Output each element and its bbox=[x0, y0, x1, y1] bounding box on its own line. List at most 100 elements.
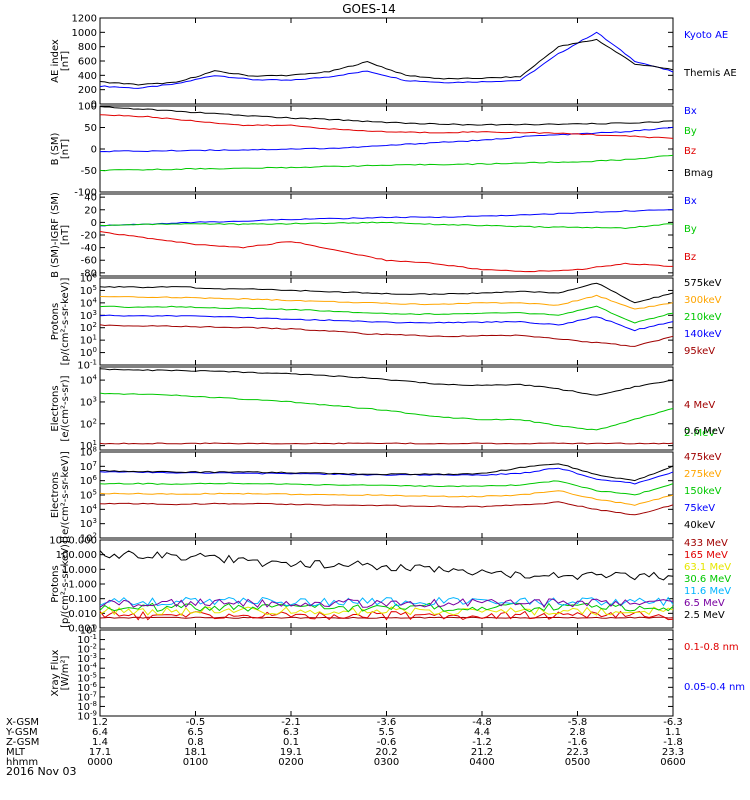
y-tick-label: 10-1 bbox=[77, 359, 97, 372]
series-line-433-mev bbox=[99, 616, 674, 619]
legend-entry: 300keV bbox=[684, 295, 722, 306]
y-axis-label: Protons bbox=[50, 303, 61, 340]
y-tick-label: 102 bbox=[80, 321, 97, 334]
panel-7: 0.001 0.010 0.100 1.000 10.000 100.000 1000.00… bbox=[49, 536, 731, 635]
panel-8: 10-910-810-710-610-510-410-310-210-1100X… bbox=[50, 624, 745, 723]
series-line-bz bbox=[99, 231, 673, 273]
legend-entry: 63.1 MeV bbox=[684, 562, 731, 573]
legend-entry: Themis AE bbox=[683, 68, 737, 79]
ephemeris-value: 17.1 bbox=[89, 747, 111, 758]
legend-entry: By bbox=[684, 224, 697, 235]
y-tick-label: 100 bbox=[80, 346, 97, 359]
legend-entry: 275keV bbox=[684, 469, 722, 480]
series-line-bz bbox=[99, 114, 674, 139]
ephemeris-value: 6.3 bbox=[283, 727, 299, 738]
series-line-by bbox=[99, 154, 674, 172]
y-tick-label: -40 bbox=[81, 243, 97, 254]
legend-entry: 150keV bbox=[684, 486, 722, 497]
y-axis-label: [p/(cm²-s-sr-keV)] bbox=[60, 278, 71, 366]
y-axis-label: [e/(cm²-s-sr-keV)] bbox=[60, 451, 71, 539]
panel-frame bbox=[99, 105, 674, 193]
ephemeris-value: 23.3 bbox=[662, 747, 684, 758]
series-line-bx bbox=[99, 209, 674, 227]
y-axis-label: Xray Flux bbox=[50, 649, 61, 696]
ephemeris-value: 0400 bbox=[469, 757, 494, 768]
y-axis-label: B (SM)-IGRF (SM) bbox=[50, 192, 61, 278]
legend-entry: By bbox=[684, 126, 697, 137]
ephemeris-value: 20.2 bbox=[375, 747, 397, 758]
series-line-0-6-mev bbox=[99, 368, 674, 396]
ephemeris-value: 4.4 bbox=[474, 727, 490, 738]
legend-entry: 210keV bbox=[684, 312, 722, 323]
y-tick-label: 1000 bbox=[72, 28, 97, 39]
ephemeris-value: 1.2 bbox=[92, 717, 108, 728]
ephemeris-value: 0200 bbox=[278, 757, 303, 768]
panel-1: 0 200 400 600 800 1000 1200 AE index [nT] Kyoto A… bbox=[50, 14, 737, 111]
ephemeris-value: -1.6 bbox=[568, 737, 588, 748]
y-tick-label: 800 bbox=[78, 42, 97, 53]
y-tick-label: 0 bbox=[91, 145, 97, 156]
legend-entry: Bx bbox=[684, 196, 697, 207]
y-tick-label: 100 bbox=[78, 102, 97, 113]
series-line-210kev bbox=[99, 305, 674, 324]
y-axis-label: B (SM) bbox=[50, 132, 61, 165]
plot-title: GOES-14 bbox=[342, 2, 396, 16]
legend-entry: 0.6 MeV bbox=[684, 426, 725, 437]
ephemeris-row-label: Y-GSM bbox=[5, 727, 38, 738]
y-tick-label: 1.000 bbox=[68, 580, 97, 591]
date-label: 2016 Nov 03 bbox=[6, 765, 76, 778]
y-tick-label: 103 bbox=[80, 395, 97, 408]
y-axis-label: [W/m²] bbox=[60, 655, 71, 690]
ephemeris-value: -2.1 bbox=[281, 717, 301, 728]
legend-entry: 475keV bbox=[684, 452, 722, 463]
legend-entry: 165 MeV bbox=[684, 550, 728, 561]
y-axis-label: Electrons bbox=[50, 472, 61, 518]
y-tick-label: 0.100 bbox=[68, 594, 97, 605]
ephemeris-value: 6.4 bbox=[92, 727, 108, 738]
legend-entry: 0.1-0.8 nm bbox=[684, 642, 739, 653]
series-line-475kev bbox=[99, 501, 674, 516]
y-tick-label: -80 bbox=[81, 268, 97, 279]
y-axis-label: [e/(cm²-s-sr)] bbox=[60, 375, 71, 441]
y-tick-label: 40 bbox=[84, 193, 97, 204]
series-line-2-5-mev bbox=[99, 550, 674, 581]
y-tick-label: -100 bbox=[74, 188, 97, 199]
ephemeris-value: -5.8 bbox=[568, 717, 588, 728]
legend-entry: 0.05-0.4 nm bbox=[684, 682, 745, 693]
ephemeris-value: -4.8 bbox=[472, 717, 492, 728]
ephemeris-value: 2.8 bbox=[570, 727, 586, 738]
legend-entry: Bz bbox=[684, 252, 696, 263]
series-line-75kev bbox=[99, 467, 674, 485]
series-line-40kev bbox=[99, 463, 674, 482]
legend-entry: 140keV bbox=[684, 329, 722, 340]
y-tick-label: -60 bbox=[81, 256, 97, 267]
ephemeris-row-label: Z-GSM bbox=[6, 737, 39, 748]
legend-entry: Bx bbox=[684, 106, 697, 117]
y-tick-label: 103 bbox=[80, 517, 97, 530]
legend-entry: Bz bbox=[684, 146, 696, 157]
ephemeris-row-label: X-GSM bbox=[6, 717, 39, 728]
legend-entry: 6.5 MeV bbox=[684, 598, 725, 609]
series-line-275kev bbox=[99, 490, 674, 506]
series-line-6-5-mev bbox=[99, 598, 674, 608]
legend-entry: 30.6 MeV bbox=[684, 574, 731, 585]
y-axis-label: AE index bbox=[50, 39, 61, 83]
legend-entry: 40keV bbox=[684, 520, 715, 531]
y-tick-label: 108 bbox=[80, 446, 97, 459]
y-tick-label: 106 bbox=[80, 272, 98, 285]
y-axis-label: [nT] bbox=[60, 225, 71, 245]
series-line-bx bbox=[99, 126, 674, 153]
panel-frame bbox=[99, 17, 674, 105]
y-tick-label: 101 bbox=[80, 334, 97, 347]
ephemeris-value: 0.8 bbox=[188, 737, 204, 748]
ephemeris-value: 6.5 bbox=[188, 727, 204, 738]
y-tick-label: 107 bbox=[80, 460, 97, 473]
ephemeris-value: 1.4 bbox=[92, 737, 108, 748]
legend-entry: 575keV bbox=[684, 278, 722, 289]
y-tick-label: 105 bbox=[80, 284, 97, 297]
legend-entry: Kyoto AE bbox=[684, 30, 728, 41]
